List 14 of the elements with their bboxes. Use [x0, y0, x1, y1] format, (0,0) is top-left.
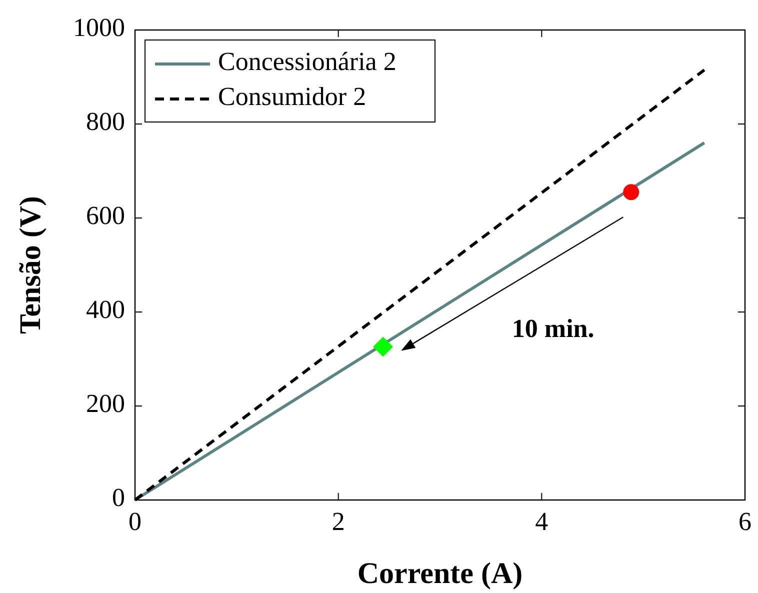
y-tick-label: 0 — [112, 482, 125, 512]
y-tick-label: 400 — [86, 294, 125, 324]
legend-label: Concessionária 2 — [218, 46, 396, 76]
y-axis-title: Tensão (V) — [14, 196, 47, 334]
annotation: 10 min. — [512, 314, 594, 343]
legend-label: Consumidor 2 — [218, 82, 366, 111]
y-tick-label: 800 — [86, 106, 125, 136]
x-tick-label: 6 — [738, 507, 752, 536]
y-tick-label: 1000 — [73, 12, 125, 42]
x-tick-label: 4 — [535, 507, 548, 536]
x-tick-label: 2 — [332, 507, 345, 536]
y-tick-label: 200 — [86, 388, 125, 418]
x-axis-title: Corrente (A) — [357, 557, 523, 590]
y-tick-label: 600 — [86, 200, 125, 230]
